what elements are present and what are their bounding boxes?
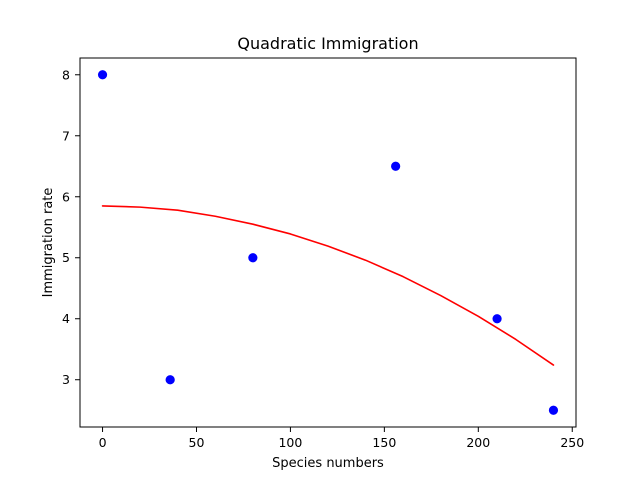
series-1-line xyxy=(101,205,555,366)
y-tick-label-0: 3 xyxy=(62,372,70,387)
series-0-point-1 xyxy=(165,375,175,385)
y-tick-label-1: 4 xyxy=(62,311,70,326)
series-0-point-2 xyxy=(248,253,258,263)
x-axis-ticks: 0 50 100 150 200 250 xyxy=(99,427,584,450)
y-tick-label-5: 8 xyxy=(62,67,70,82)
x-tick-label-1: 50 xyxy=(189,435,205,450)
y-tick-label-2: 5 xyxy=(62,250,70,265)
y-tick-label-4: 7 xyxy=(62,128,70,143)
chart-title: Quadratic Immigration xyxy=(237,34,418,53)
y-axis-ticks: 3 4 5 6 7 8 xyxy=(62,67,80,387)
series-0-point-5 xyxy=(548,405,559,415)
series-0-point-0 xyxy=(97,70,108,80)
x-tick-label-5: 250 xyxy=(560,435,584,450)
y-axis-label: Immigration rate xyxy=(41,188,56,298)
x-axis-label: Species numbers xyxy=(272,456,384,471)
x-tick-label-4: 200 xyxy=(466,435,490,450)
plot-area xyxy=(80,58,576,427)
series-0-point-4 xyxy=(492,314,502,324)
y-tick-label-3: 6 xyxy=(62,189,70,204)
series-0-point-3 xyxy=(391,161,401,171)
axes-frame xyxy=(79,57,577,428)
chart-marks xyxy=(97,70,559,415)
x-tick-label-3: 150 xyxy=(372,435,396,450)
x-tick-label-2: 100 xyxy=(278,435,302,450)
x-tick-label-0: 0 xyxy=(99,435,107,450)
